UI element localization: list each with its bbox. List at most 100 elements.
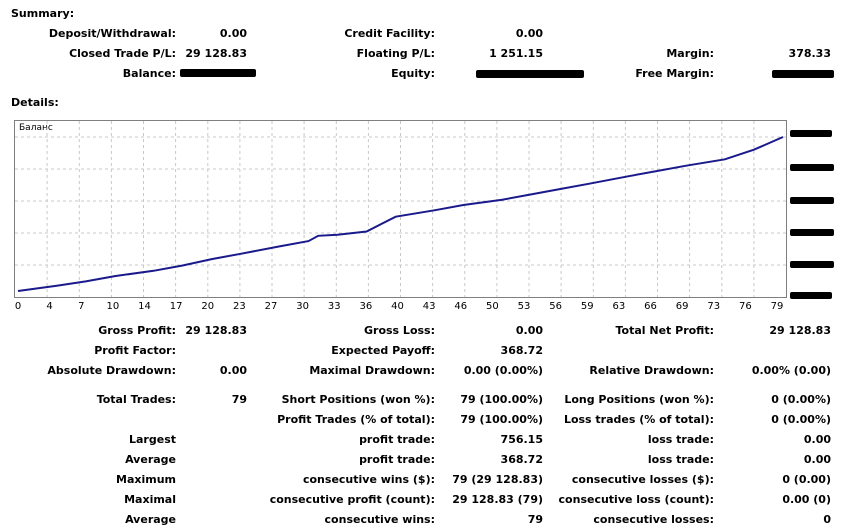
balance-chart: Баланс bbox=[14, 120, 787, 298]
maximal-consecutive-loss-label: consecutive loss (count): bbox=[558, 493, 714, 506]
x-tick-label: 76 bbox=[739, 301, 752, 312]
absolute-drawdown-value: 0.00 bbox=[219, 364, 247, 377]
balance-redaction bbox=[180, 69, 256, 77]
profit-trades-value: 79 (100.00%) bbox=[460, 413, 543, 426]
x-tick-label: 27 bbox=[265, 301, 278, 312]
y-label-redaction-6 bbox=[790, 292, 832, 299]
closed-pl-value: 29 128.83 bbox=[185, 47, 247, 60]
loss-trades-value: 0 (0.00%) bbox=[771, 413, 831, 426]
expected-payoff-label: Expected Payoff: bbox=[331, 344, 435, 357]
avg-consecutive-wins-value: 79 bbox=[527, 513, 543, 526]
margin-label: Margin: bbox=[666, 47, 714, 60]
credit-value: 0.00 bbox=[515, 27, 543, 40]
y-label-redaction-4 bbox=[790, 229, 834, 236]
maximal-label: Maximal bbox=[124, 493, 176, 506]
short-positions-label: Short Positions (won %): bbox=[281, 393, 435, 406]
relative-drawdown-label: Relative Drawdown: bbox=[589, 364, 714, 377]
absolute-drawdown-label: Absolute Drawdown: bbox=[47, 364, 176, 377]
x-tick-label: 59 bbox=[581, 301, 594, 312]
total-trades-label: Total Trades: bbox=[96, 393, 176, 406]
free-margin-label: Free Margin: bbox=[635, 67, 714, 80]
x-tick-label: 43 bbox=[423, 301, 436, 312]
equity-label: Equity: bbox=[391, 67, 435, 80]
expected-payoff-value: 368.72 bbox=[500, 344, 543, 357]
gross-profit-value: 29 128.83 bbox=[185, 324, 247, 337]
maximal-drawdown-label: Maximal Drawdown: bbox=[309, 364, 435, 377]
average-loss-label: loss trade: bbox=[647, 453, 714, 466]
max-consecutive-losses-label: consecutive losses ($): bbox=[571, 473, 714, 486]
average-label: Average bbox=[125, 453, 176, 466]
y-label-redaction-2 bbox=[790, 164, 834, 171]
total-trades-value: 79 bbox=[231, 393, 247, 406]
avg-consecutive-losses-label: consecutive losses: bbox=[593, 513, 714, 526]
x-tick-label: 50 bbox=[486, 301, 499, 312]
average-consecutive-label: Average bbox=[125, 513, 176, 526]
x-axis: 0 4 7 10 14 17 20 23 27 30 33 36 40 43 46 50 53 56 59 63 66 6… bbox=[15, 301, 784, 312]
x-tick-label: 73 bbox=[707, 301, 720, 312]
credit-label: Credit Facility: bbox=[344, 27, 435, 40]
x-tick-label: 33 bbox=[328, 301, 341, 312]
max-consecutive-wins-value: 79 (29 128.83) bbox=[452, 473, 543, 486]
margin-value: 378.33 bbox=[788, 47, 831, 60]
average-profit-label: profit trade: bbox=[359, 453, 435, 466]
y-label-redaction-1 bbox=[790, 130, 832, 137]
x-tick-label: 4 bbox=[46, 301, 52, 312]
profit-factor-label: Profit Factor: bbox=[94, 344, 176, 357]
gross-loss-value: 0.00 bbox=[515, 324, 543, 337]
maximal-consecutive-profit-value: 29 128.83 (79) bbox=[452, 493, 543, 506]
x-tick-label: 56 bbox=[549, 301, 562, 312]
free-margin-redaction bbox=[772, 70, 834, 78]
avg-consecutive-wins-label: consecutive wins: bbox=[324, 513, 435, 526]
largest-loss-label: loss trade: bbox=[647, 433, 714, 446]
average-profit-value: 368.72 bbox=[500, 453, 543, 466]
x-tick-label: 17 bbox=[170, 301, 183, 312]
equity-redaction bbox=[476, 70, 584, 78]
deposit-value: 0.00 bbox=[219, 27, 247, 40]
average-loss-value: 0.00 bbox=[803, 453, 831, 466]
x-tick-label: 10 bbox=[107, 301, 120, 312]
long-positions-value: 0 (0.00%) bbox=[771, 393, 831, 406]
gross-profit-label: Gross Profit: bbox=[98, 324, 176, 337]
x-tick-label: 63 bbox=[613, 301, 626, 312]
x-tick-label: 79 bbox=[771, 301, 784, 312]
x-tick-label: 69 bbox=[676, 301, 689, 312]
maximal-consecutive-profit-label: consecutive profit (count): bbox=[269, 493, 435, 506]
maximal-drawdown-value: 0.00 (0.00%) bbox=[463, 364, 543, 377]
chart-legend-balance: Баланс bbox=[19, 123, 53, 133]
x-tick-label: 0 bbox=[15, 301, 21, 312]
largest-profit-label: profit trade: bbox=[359, 433, 435, 446]
x-tick-label: 66 bbox=[644, 301, 657, 312]
y-label-redaction-5 bbox=[790, 261, 834, 268]
maximum-label: Maximum bbox=[116, 473, 176, 486]
x-tick-label: 36 bbox=[360, 301, 373, 312]
floating-pl-value: 1 251.15 bbox=[489, 47, 543, 60]
balance-line bbox=[17, 136, 784, 292]
avg-consecutive-losses-value: 0 bbox=[823, 513, 831, 526]
x-tick-label: 53 bbox=[518, 301, 531, 312]
relative-drawdown-value: 0.00% (0.00) bbox=[751, 364, 831, 377]
floating-pl-label: Floating P/L: bbox=[356, 47, 435, 60]
x-tick-label: 46 bbox=[454, 301, 467, 312]
total-net-profit-label: Total Net Profit: bbox=[615, 324, 715, 337]
details-heading: Details: bbox=[11, 96, 59, 109]
profit-trades-label: Profit Trades (% of total): bbox=[277, 413, 435, 426]
largest-profit-value: 756.15 bbox=[500, 433, 543, 446]
deposit-label: Deposit/Withdrawal: bbox=[48, 27, 176, 40]
x-tick-label: 7 bbox=[78, 301, 84, 312]
chart-plot-area bbox=[15, 121, 786, 297]
largest-loss-value: 0.00 bbox=[803, 433, 831, 446]
long-positions-label: Long Positions (won %): bbox=[564, 393, 714, 406]
short-positions-value: 79 (100.00%) bbox=[460, 393, 543, 406]
x-tick-label: 30 bbox=[296, 301, 309, 312]
maximal-consecutive-loss-value: 0.00 (0) bbox=[782, 493, 831, 506]
gross-loss-label: Gross Loss: bbox=[364, 324, 435, 337]
summary-heading: Summary: bbox=[11, 7, 75, 20]
largest-label: Largest bbox=[129, 433, 176, 446]
closed-pl-label: Closed Trade P/L: bbox=[69, 47, 176, 60]
max-consecutive-wins-label: consecutive wins ($): bbox=[302, 473, 435, 486]
x-tick-label: 14 bbox=[138, 301, 151, 312]
y-label-redaction-3 bbox=[790, 197, 834, 204]
x-tick-label: 23 bbox=[233, 301, 246, 312]
total-net-profit-value: 29 128.83 bbox=[769, 324, 831, 337]
balance-label: Balance: bbox=[122, 67, 176, 80]
